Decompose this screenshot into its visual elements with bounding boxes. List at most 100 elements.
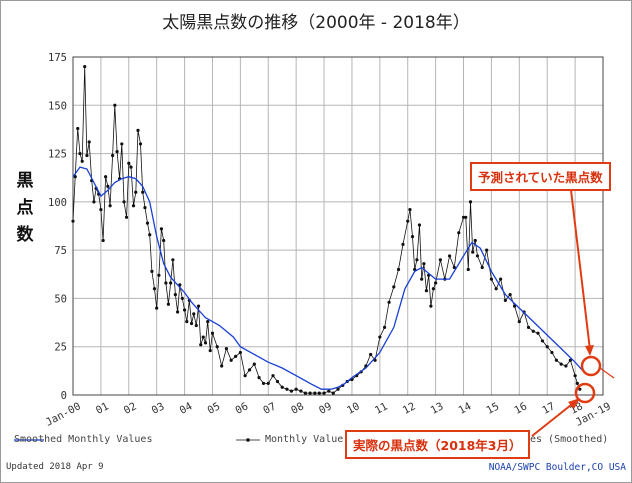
monthly-value-point (115, 150, 119, 154)
monthly-value-point (215, 345, 219, 349)
monthly-value-point (387, 300, 391, 304)
monthly-value-point (517, 320, 521, 324)
monthly-value-point (564, 364, 568, 368)
monthly-value-point (415, 258, 419, 262)
y-tick-label: 75 (54, 245, 67, 257)
callout-circle-actual (574, 382, 596, 404)
monthly-value-point (224, 347, 229, 351)
monthly-value-point (159, 227, 164, 231)
monthly-value-point (322, 391, 326, 395)
monthly-value-point (473, 238, 477, 243)
x-tick-label: 13 (429, 400, 446, 417)
monthly-value-point (136, 128, 140, 132)
monthly-value-point (280, 385, 284, 389)
monthly-value-point (143, 206, 147, 210)
monthly-value-point (392, 285, 396, 289)
monthly-value-point (429, 304, 433, 308)
x-tick-label: 16 (512, 400, 529, 417)
x-tick-label: 08 (289, 400, 306, 417)
monthly-value-point (540, 339, 545, 343)
x-tick-label: 01 (94, 400, 111, 417)
x-tick-label: 11 (373, 400, 390, 417)
x-tick-label: 02 (122, 400, 139, 417)
monthly-value-point (494, 287, 498, 291)
monthly-value-point (424, 289, 429, 293)
monthly-value-point (108, 204, 112, 208)
callout-arrowhead-actual (568, 398, 580, 409)
monthly-value-point (266, 381, 270, 386)
monthly-value-point (401, 242, 405, 246)
y-tick-label: 50 (54, 293, 67, 305)
monthly-value-point (468, 200, 473, 204)
monthly-value-point (176, 310, 180, 314)
x-tick-label: 10 (345, 400, 362, 417)
callout-actual: 実際の黒点数（2018年3月） (345, 430, 530, 459)
monthly-value-point (157, 273, 161, 277)
monthly-value-point (536, 331, 540, 335)
monthly-value-point (229, 358, 233, 362)
monthly-value-point (220, 364, 224, 368)
monthly-value-point (182, 308, 187, 312)
monthly-value-point (148, 233, 152, 237)
monthly-value-point (234, 354, 238, 358)
monthly-value-point (499, 277, 503, 281)
monthly-value-point (134, 190, 138, 194)
monthly-value-point (80, 159, 84, 163)
monthly-value-point (124, 215, 129, 219)
monthly-value-point (252, 362, 256, 366)
monthly-value-point (87, 140, 91, 144)
plot-border (72, 56, 604, 396)
x-tick-label: 12 (401, 400, 418, 417)
monthly-value-point (408, 207, 412, 212)
x-tick-label: 17 (540, 400, 557, 417)
monthly-value-point (485, 248, 489, 252)
monthly-value-point (317, 391, 321, 395)
predicted-values-line (599, 367, 615, 379)
monthly-value-point (169, 281, 173, 285)
monthly-value-point (152, 287, 157, 291)
monthly-value-point (308, 391, 312, 395)
monthly-value-point (120, 142, 124, 146)
monthly-value-point (294, 387, 298, 391)
monthly-value-point (457, 231, 461, 235)
monthly-value-point (104, 175, 108, 179)
monthly-value-point (111, 153, 115, 158)
x-tick-label: 04 (178, 400, 195, 417)
legend-monthly-dot (246, 438, 250, 442)
monthly-value-point (203, 341, 208, 345)
x-tick-label: Jan-00 (44, 400, 83, 428)
monthly-value-point (303, 391, 307, 395)
monthly-value-point (575, 381, 579, 386)
x-tick-label: 09 (317, 400, 334, 417)
monthly-value-point (531, 329, 535, 333)
monthly-value-point (180, 296, 184, 301)
monthly-value-point (164, 281, 168, 285)
x-tick-label: 06 (233, 400, 250, 417)
monthly-value-point (192, 312, 196, 316)
x-tick-label: 05 (206, 400, 223, 417)
monthly-value-point (578, 387, 582, 391)
y-tick-label: 25 (54, 342, 67, 354)
monthly-value-point (210, 331, 215, 335)
monthly-value-point (199, 343, 203, 347)
monthly-value-point (138, 142, 143, 146)
monthly-value-point (106, 184, 110, 189)
monthly-value-point (129, 165, 133, 169)
monthly-value-point (431, 287, 435, 291)
monthly-value-point (101, 238, 105, 243)
monthly-value-point (173, 292, 177, 297)
monthly-value-point (194, 323, 198, 328)
monthly-value-point (127, 161, 131, 165)
monthly-value-point (336, 387, 340, 391)
monthly-value-point (417, 223, 422, 227)
monthly-value-point (410, 235, 415, 239)
monthly-value-point (131, 204, 136, 208)
monthly-value-point (141, 190, 145, 194)
y-tick-label: 150 (48, 100, 67, 112)
monthly-value-point (92, 200, 96, 204)
monthly-value-point (76, 126, 80, 131)
callout-arrowhead-predicted (585, 345, 594, 356)
y-axis-label: 黒点数 (12, 168, 38, 249)
callout-circle-predicted (580, 355, 602, 377)
monthly-value-point (71, 219, 75, 223)
